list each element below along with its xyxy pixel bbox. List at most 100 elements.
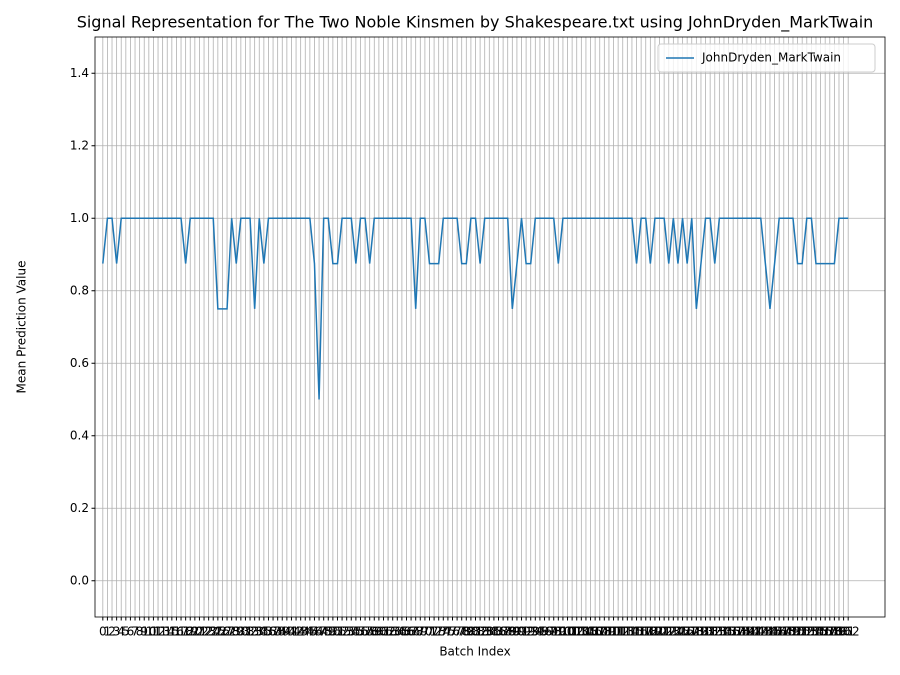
x-tick-label: 16 xyxy=(169,625,184,639)
x-tick-label: 75 xyxy=(440,625,455,639)
x-tick-label: 114 xyxy=(616,625,639,639)
x-tick-label: 70 xyxy=(417,625,432,639)
x-tick-label: 132 xyxy=(699,625,722,639)
x-tick-label: 17 xyxy=(173,625,188,639)
x-tick-label: 112 xyxy=(607,625,630,639)
x-tick-label: 40 xyxy=(279,625,294,639)
x-tick-label: 3 xyxy=(113,625,121,639)
x-tick-label: 83 xyxy=(477,625,492,639)
x-tick-label: 43 xyxy=(293,625,308,639)
x-tick-label: 86 xyxy=(491,625,506,639)
x-tick-label: 78 xyxy=(454,625,469,639)
x-tick-label: 24 xyxy=(206,625,221,639)
x-tick-label: 11 xyxy=(146,625,161,639)
x-tick-label: 42 xyxy=(288,625,303,639)
x-tick-label: 62 xyxy=(380,625,395,639)
x-tick-label: 65 xyxy=(394,625,409,639)
x-tick-label: 50 xyxy=(325,625,340,639)
x-tick-label: 151 xyxy=(786,625,809,639)
x-tick-label: 159 xyxy=(823,625,846,639)
x-tick-label: 144 xyxy=(754,625,777,639)
x-tick-label: 36 xyxy=(261,625,276,639)
x-tick-label: 99 xyxy=(551,625,566,639)
x-tick-label: 150 xyxy=(782,625,805,639)
x-tick-label: 82 xyxy=(472,625,487,639)
x-tick-label: 156 xyxy=(809,625,832,639)
x-tick-label: 129 xyxy=(685,625,708,639)
y-tick-label: 0.6 xyxy=(70,356,89,370)
x-tick-label: 121 xyxy=(648,625,671,639)
x-tick-label: 60 xyxy=(371,625,386,639)
x-tick-label: 77 xyxy=(449,625,464,639)
x-tick-label: 157 xyxy=(814,625,837,639)
x-tick-label: 46 xyxy=(307,625,322,639)
x-tick-label: 15 xyxy=(164,625,179,639)
x-tick-label: 32 xyxy=(242,625,257,639)
x-tick-label: 115 xyxy=(620,625,643,639)
x-tick-label: 20 xyxy=(187,625,202,639)
x-tick-label: 66 xyxy=(399,625,414,639)
x-tick-label: 107 xyxy=(584,625,607,639)
x-tick-label: 145 xyxy=(759,625,782,639)
x-tick-label: 161 xyxy=(832,625,855,639)
x-tick-label: 63 xyxy=(385,625,400,639)
x-tick-label: 147 xyxy=(768,625,791,639)
x-tick-label: 7 xyxy=(131,625,139,639)
x-tick-label: 92 xyxy=(518,625,533,639)
x-tick-label: 74 xyxy=(436,625,451,639)
x-tick-label: 26 xyxy=(215,625,230,639)
x-tick-label: 59 xyxy=(367,625,382,639)
legend: JohnDryden_MarkTwain xyxy=(657,43,876,73)
x-tick-label: 90 xyxy=(509,625,524,639)
x-tick-label: 110 xyxy=(597,625,620,639)
x-tick-label: 103 xyxy=(565,625,588,639)
y-tick-label: 0.0 xyxy=(70,573,89,587)
x-tick-label: 141 xyxy=(740,625,763,639)
x-tick-label: 12 xyxy=(150,625,165,639)
x-tick-label: 152 xyxy=(791,625,814,639)
x-tick-label: 140 xyxy=(736,625,759,639)
data-line xyxy=(102,217,849,400)
x-tick-label: 125 xyxy=(666,625,689,639)
x-tick-label: 108 xyxy=(588,625,611,639)
x-tick-label: 71 xyxy=(422,625,437,639)
x-tick-label: 142 xyxy=(745,625,768,639)
x-tick-label: 137 xyxy=(722,625,745,639)
x-tick-label: 6 xyxy=(127,625,135,639)
x-tick-label: 1 xyxy=(104,625,112,639)
x-tick-label: 31 xyxy=(238,625,253,639)
x-tick-label: 61 xyxy=(376,625,391,639)
x-tick-label: 91 xyxy=(514,625,529,639)
x-tick-label: 44 xyxy=(298,625,313,639)
x-tick-label: 120 xyxy=(643,625,666,639)
y-axis-label: Mean Prediction Value xyxy=(15,261,29,394)
x-tick-label: 47 xyxy=(311,625,326,639)
x-tick-label: 160 xyxy=(828,625,851,639)
x-tick-label: 54 xyxy=(344,625,359,639)
x-tick-label: 106 xyxy=(579,625,602,639)
x-tick-label: 80 xyxy=(463,625,478,639)
x-tick-label: 57 xyxy=(357,625,372,639)
y-tick-label: 1.0 xyxy=(70,211,89,225)
x-tick-label: 51 xyxy=(330,625,345,639)
x-tick-label: 38 xyxy=(270,625,285,639)
x-tick-label: 48 xyxy=(316,625,331,639)
x-tick-label: 64 xyxy=(390,625,405,639)
x-tick-label: 124 xyxy=(662,625,685,639)
x-tick-label: 72 xyxy=(426,625,441,639)
x-tick-label: 52 xyxy=(334,625,349,639)
chart-title: Signal Representation for The Two Noble … xyxy=(77,13,874,33)
x-tick-label: 130 xyxy=(690,625,713,639)
x-tick-label: 100 xyxy=(551,625,574,639)
x-tick-label: 34 xyxy=(252,625,267,639)
legend-box xyxy=(657,43,876,73)
x-axis-label: Batch Index xyxy=(439,645,510,659)
x-tick-label: 117 xyxy=(630,625,653,639)
y-tick-label: 0.8 xyxy=(70,283,89,297)
x-tick-label: 19 xyxy=(183,625,198,639)
x-tick-label: 155 xyxy=(805,625,828,639)
x-tick-label: 122 xyxy=(653,625,676,639)
x-tick-label: 73 xyxy=(431,625,446,639)
x-tick-label: 138 xyxy=(726,625,749,639)
x-tick-label: 153 xyxy=(795,625,818,639)
